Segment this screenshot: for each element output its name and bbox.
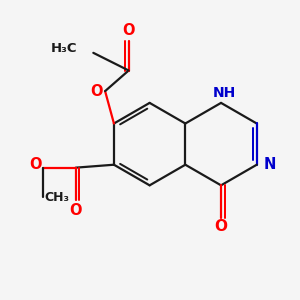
Text: O: O — [214, 219, 227, 234]
Text: O: O — [69, 203, 82, 218]
Text: O: O — [30, 157, 42, 172]
Text: O: O — [122, 23, 135, 38]
Text: NH: NH — [212, 85, 236, 100]
Text: N: N — [264, 157, 276, 172]
Text: O: O — [90, 84, 103, 99]
Text: H₃C: H₃C — [51, 42, 77, 55]
Text: CH₃: CH₃ — [45, 191, 70, 204]
